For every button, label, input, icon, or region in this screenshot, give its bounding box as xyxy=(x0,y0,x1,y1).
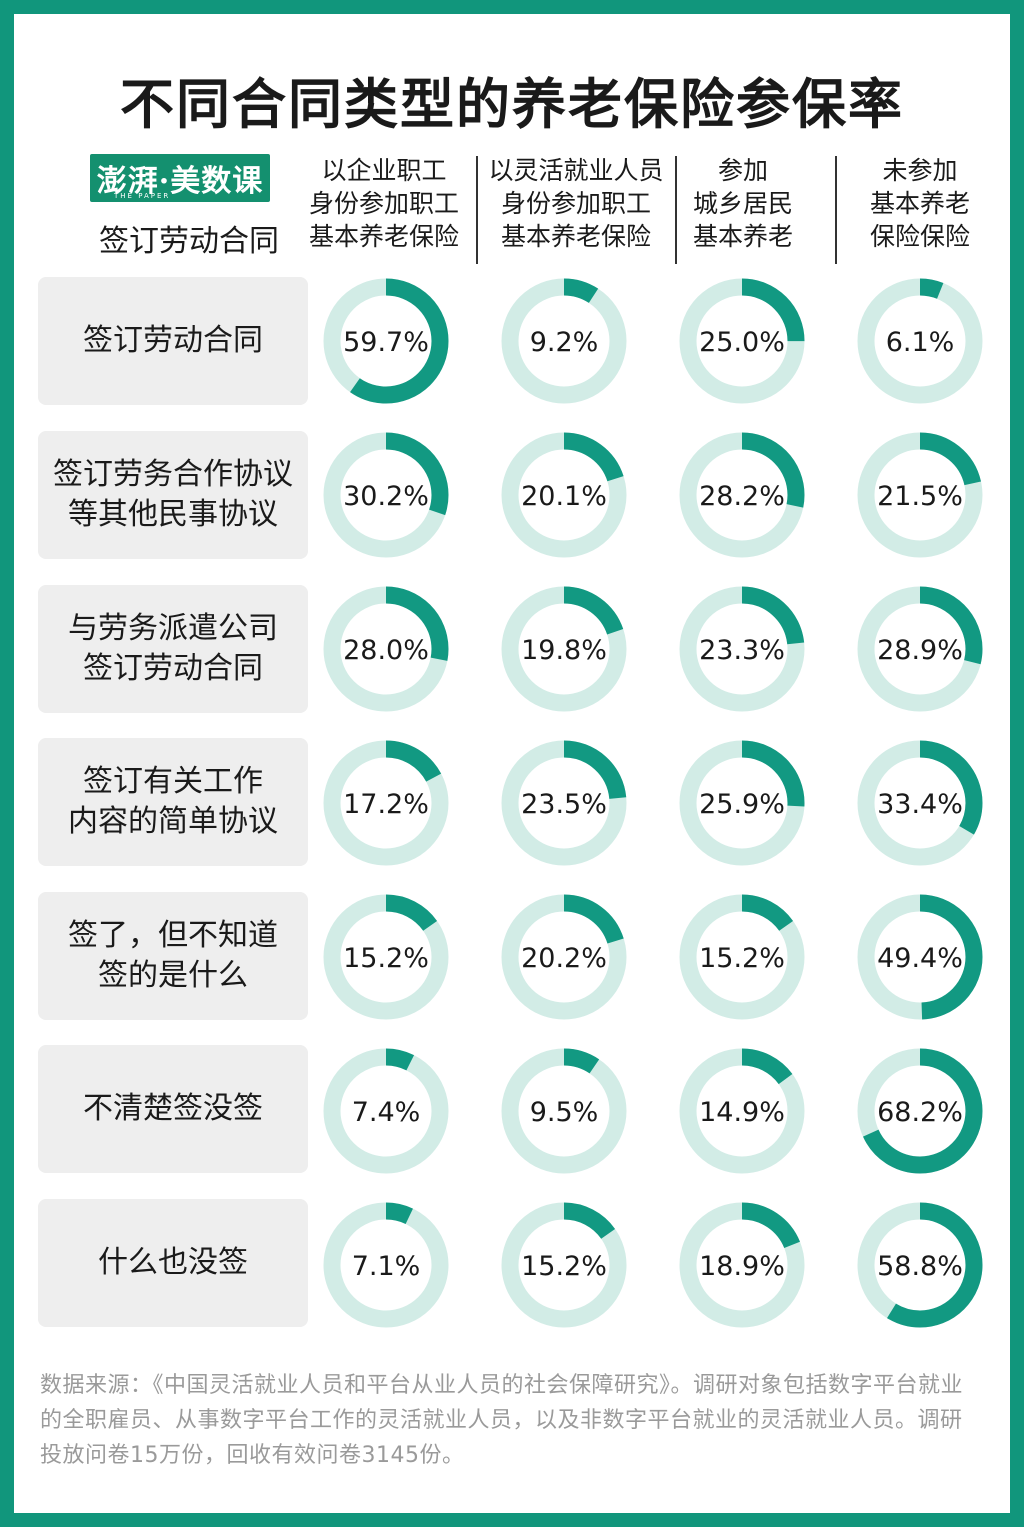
donut-value-label: 28.0% xyxy=(343,635,429,666)
donut-arc xyxy=(323,278,449,404)
donut-value-label: 7.4% xyxy=(352,1097,421,1128)
donut-value-label: 17.2% xyxy=(343,789,429,820)
donut-arc xyxy=(323,586,449,712)
donut-arc xyxy=(679,586,805,712)
donut-arc xyxy=(857,432,983,558)
column-divider xyxy=(675,156,677,264)
source-note: 数据来源：《中国灵活就业人员和平台从业人员的社会保障研究》。调研对象包括数字平台… xyxy=(40,1373,964,1468)
donut-value-label: 20.1% xyxy=(521,481,607,512)
donut-value-label: 9.2% xyxy=(530,327,599,358)
infographic-card: 不同合同类型的养老保险参保率 澎湃·美数课 THE PAPER 签订劳动合同 以… xyxy=(14,14,1010,1513)
column-header-3: 参加 城乡居民 基本养老 xyxy=(692,156,793,251)
donut-value-label: 15.2% xyxy=(521,1251,607,1282)
donut-value-label: 28.9% xyxy=(877,635,963,666)
donut-arc xyxy=(323,1202,449,1328)
column-header-4: 未参加 基本养老 保险保险 xyxy=(869,156,970,251)
logo-subtext: THE PAPER xyxy=(114,192,171,200)
donut-arc xyxy=(501,432,627,558)
donut-arc xyxy=(501,894,627,1020)
donut-arc xyxy=(857,740,983,866)
donut-value-label: 7.1% xyxy=(352,1251,421,1282)
donut-arc xyxy=(501,740,627,866)
row-label-4: 签订有关工作 内容的简单协议 xyxy=(38,738,308,866)
row-label-7: 什么也没签 xyxy=(38,1199,308,1327)
donut-arc xyxy=(501,586,627,712)
donut-arc xyxy=(679,1202,805,1328)
donut-arc xyxy=(323,740,449,866)
donut-arc xyxy=(857,1202,983,1328)
donut-arc xyxy=(679,432,805,558)
donut-value-label: 15.2% xyxy=(699,943,785,974)
donut-value-label: 21.5% xyxy=(877,481,963,512)
donut-value-label: 14.9% xyxy=(699,1097,785,1128)
column-header-2: 以灵活就业人员 身份参加职工 基本养老保险 xyxy=(488,156,664,251)
donut-arc xyxy=(501,1202,627,1328)
column-divider xyxy=(476,156,478,264)
donut-arc xyxy=(857,586,983,712)
chart-title: 不同合同类型的养老保险参保率 xyxy=(120,73,904,136)
donut-value-label: 68.2% xyxy=(877,1097,963,1128)
donut-value-label: 20.2% xyxy=(521,943,607,974)
column-divider xyxy=(835,156,837,264)
donut-arc xyxy=(323,894,449,1020)
donut-arc xyxy=(679,1048,805,1174)
donut-value-label: 9.5% xyxy=(530,1097,599,1128)
corner-label: 签订劳动合同 xyxy=(99,224,279,259)
row-label-5: 签了，但不知道 签的是什么 xyxy=(38,892,308,1020)
donut-value-label: 49.4% xyxy=(877,943,963,974)
donut-value-label: 33.4% xyxy=(877,789,963,820)
donut-arc xyxy=(857,894,983,1020)
donut-value-label: 23.3% xyxy=(699,635,785,666)
donut-arc xyxy=(501,278,627,404)
logo-text: 澎湃·美数课 xyxy=(96,164,264,199)
donut-arc xyxy=(323,1048,449,1174)
donut-arc xyxy=(323,432,449,558)
donut-value-label: 25.0% xyxy=(699,327,785,358)
row-label-1: 签订劳动合同 xyxy=(38,277,308,405)
donut-value-label: 59.7% xyxy=(343,327,429,358)
donut-arc xyxy=(679,894,805,1020)
donut-arc xyxy=(857,1048,983,1174)
donut-value-label: 28.2% xyxy=(699,481,785,512)
row-label-6: 不清楚签没签 xyxy=(38,1045,308,1173)
the-paper-logo: 澎湃·美数课 THE PAPER xyxy=(90,154,270,202)
donut-value-label: 58.8% xyxy=(877,1251,963,1282)
donut-grid: 59.7% 9.2% 25.0% 6.1% 30.2% 20.1% 28.2% 21.5% 28… xyxy=(323,278,983,1328)
donut-arc xyxy=(679,740,805,866)
row-label-3: 与劳务派遣公司 签订劳动合同 xyxy=(38,585,308,713)
donut-value-label: 23.5% xyxy=(521,789,607,820)
row-label-2: 签订劳务合作协议 等其他民事协议 xyxy=(38,431,308,559)
donut-arc xyxy=(857,278,983,404)
donut-value-label: 25.9% xyxy=(699,789,785,820)
donut-value-label: 30.2% xyxy=(343,481,429,512)
donut-value-label: 6.1% xyxy=(886,327,955,358)
donut-arc xyxy=(679,278,805,404)
donut-value-label: 15.2% xyxy=(343,943,429,974)
donut-value-label: 18.9% xyxy=(699,1251,785,1282)
column-header-1: 以企业职工 身份参加职工 基本养老保险 xyxy=(308,156,459,251)
donut-arc xyxy=(501,1048,627,1174)
donut-value-label: 19.8% xyxy=(521,635,607,666)
